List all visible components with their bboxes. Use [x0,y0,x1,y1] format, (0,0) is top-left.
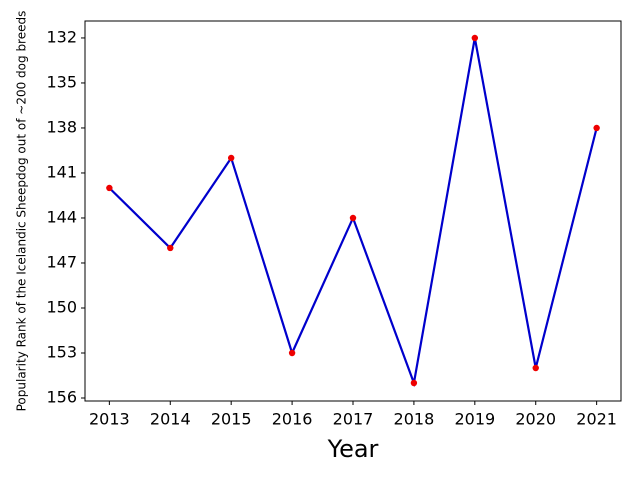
data-point [167,244,174,252]
data-point [410,379,418,387]
x-tick-label: 2018 [394,410,435,429]
x-tick-label: 2013 [89,410,130,429]
x-tick-label: 2014 [150,410,191,429]
y-tick-label: 138 [46,117,77,136]
y-tick-label: 135 [46,72,77,91]
y-tick-label: 147 [46,252,77,271]
plot-frame [84,20,622,402]
data-point [471,34,479,42]
x-tick-label: 2019 [454,410,495,429]
x-tick-label: 2020 [515,410,556,429]
data-point [106,184,113,192]
x-axis-label: Year [327,435,379,463]
data-point [349,214,357,222]
y-tick-label: 141 [46,162,77,181]
y-axis-label: Popularity Rank of the Icelandic Sheepdo… [15,11,29,412]
y-tick-label: 153 [46,342,77,361]
x-tick-label: 2021 [576,410,617,429]
x-tick-label: 2016 [272,410,313,429]
y-tick-label: 144 [46,207,77,226]
y-tick-label: 150 [46,297,77,316]
y-tick-label: 132 [46,27,77,46]
y-tick-label: 156 [46,387,77,406]
data-point [593,124,600,132]
data-point [532,364,539,372]
data-line [108,37,598,388]
data-point [227,154,235,162]
data-point [288,349,296,357]
x-tick-label: 2015 [211,410,252,429]
x-tick-label: 2017 [333,410,374,429]
